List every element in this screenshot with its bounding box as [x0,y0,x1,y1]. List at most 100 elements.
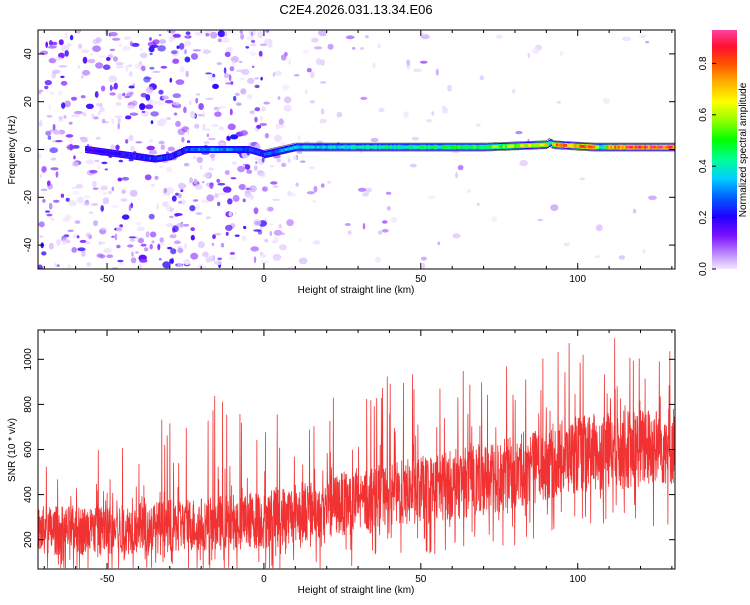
spectrogram-noise-blob [72,191,80,195]
spectrogram-noise-blob [236,102,242,106]
spectrogram-band-cell [154,157,158,161]
spectrogram-band-cell [309,145,312,149]
spectrogram-band-cell [433,145,436,149]
spectrogram-noise-blob [411,136,420,141]
spectrogram-band-cell [282,148,286,152]
snr-y-axis-label: SNR (10 * v/v) [7,418,18,482]
spectrogram-band-cell [286,147,289,151]
spectrogram-noise-blob [90,203,99,206]
spectrogram-noise-blob [149,149,158,155]
spectrogram-noise-blob [55,171,59,178]
spectrogram-noise-blob [218,192,227,196]
spectrogram-band-cell [512,144,515,148]
spectrogram-band-cell [457,145,461,149]
spectrogram-band-cell [181,150,184,153]
spectrogram-noise-blob [58,65,68,68]
spectrogram-noise-blob [45,41,48,48]
spectrogram-noise-blob [183,258,191,266]
spectrogram-noise-blob [158,140,165,145]
spectrogram-noise-blob [139,103,146,111]
spectrogram-noise-blob [58,119,64,122]
spectrogram-band-cell [203,148,207,151]
spectrogram-noise-blob [240,88,247,95]
spectrogram-band-cell [192,148,195,151]
spectrogram-noise-blob [441,107,449,114]
spectrogram-noise-blob [213,193,219,199]
spectrogram-noise-blob [214,111,222,117]
spectrogram-noise-blob [413,68,422,73]
snr-series [38,338,675,569]
spectrogram-noise-blob [109,32,118,37]
y-tick-label: 0 [23,146,34,152]
spectrogram-band-cell [166,155,169,159]
spectrogram-noise-blob [150,111,159,117]
spectrogram-noise-blob [240,77,246,80]
spectrogram-noise-blob [144,174,152,181]
spectrogram-band-cell [228,148,231,151]
spectrogram-noise-blob [150,44,159,48]
spectrogram-band-cell [160,156,163,160]
spectrogram-noise-blob [66,43,72,48]
spectrogram-noise-blob [115,144,120,151]
spectrogram-noise-blob [158,165,164,168]
spectrogram-noise-blob [157,243,161,251]
spectrogram-band-cell [644,145,647,149]
spectrogram-band-cell [429,145,433,149]
spectrogram-noise-blob [175,192,179,196]
spectrogram-noise-blob [194,123,200,129]
spectrogram-noise-blob [220,242,225,248]
spectrogram-band-cell [499,145,502,148]
spectrogram-noise-blob [255,161,258,164]
x-tick-label: 0 [261,274,267,285]
spectrogram-band-cell [589,145,593,149]
spectrogram-band-cell [156,157,160,161]
spectrogram-noise-blob [58,90,63,96]
spectrogram-noise-blob [225,46,233,54]
spectrogram-noise-blob [251,39,256,44]
spectrogram-noise-blob [129,238,135,242]
spectrogram-band-cell [356,145,359,149]
spectrogram-band-cell [597,145,600,149]
spectrogram-band-cell [504,144,508,148]
spectrogram-band-cell [621,145,625,149]
spectrogram-noise-blob [127,244,134,248]
spectrogram-band-cell [495,145,498,149]
spectrogram-noise-blob [227,198,233,205]
spectrogram-noise-blob [168,36,174,42]
spectrogram-noise-blob [437,241,441,246]
spectrogram-band-cell [444,145,448,149]
spectrogram-noise-blob [46,115,53,118]
colorbar-ticks: 0.0 0.2 0.4 0.6 0.8 [698,56,716,276]
spectrogram-noise-blob [344,223,351,226]
spectrogram-noise-blob [39,119,43,127]
spectrogram-band-cell [386,145,389,149]
spectrogram-band-cell [563,143,566,147]
spectrogram-noise-blob [170,50,178,55]
spectrogram-noise-blob [48,105,52,110]
spectrogram-noise-blob [197,241,205,249]
spectrogram-noise-blob [421,34,430,40]
spectrogram-noise-blob [86,144,90,147]
spectrogram-band-cell [520,144,523,148]
spectrogram-noise-blob [118,44,122,47]
spectrogram-noise-blob [44,85,49,90]
spectrogram-band-cell [463,145,466,149]
spectrogram-noise-blob [253,207,259,215]
spectrogram-noise-blob [264,238,269,243]
spectrogram-noise-blob [260,260,269,264]
spectrogram-noise-blob [351,47,356,50]
colorbar-gradient [712,30,737,269]
spectrogram-noise-blob [158,257,162,261]
spectrogram-band-cell [610,145,613,149]
spectrogram-noise-blob [198,103,204,110]
spectrogram-noise-blob [269,165,274,168]
spectrogram-band-cell [256,150,259,154]
spectrogram-band-cell [247,148,250,151]
spectrogram-band-cell [237,148,241,151]
spectrogram-noise-blob [479,75,485,81]
spectrogram-noise-blob [179,42,185,50]
spectrogram-band-cell [218,148,222,151]
spectrogram-noise-blob [140,52,148,59]
spectrogram-noise-blob [213,260,223,266]
